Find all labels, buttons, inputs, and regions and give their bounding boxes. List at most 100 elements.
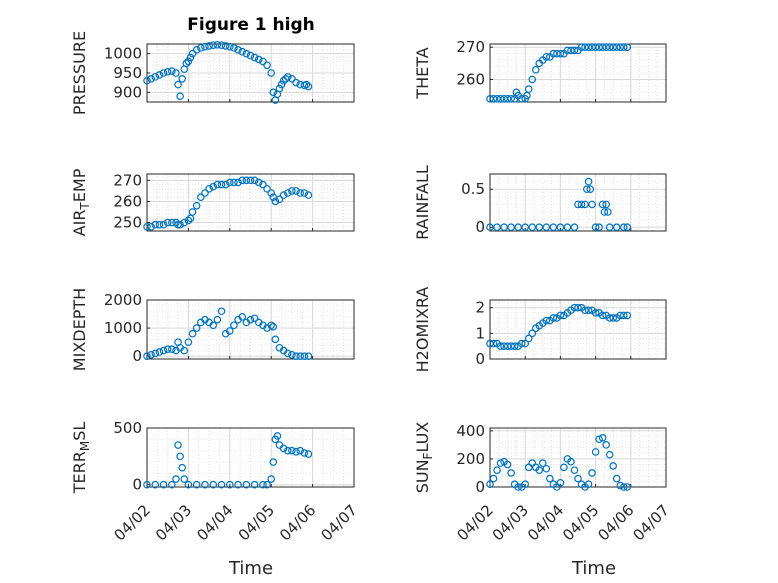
data-point [178, 75, 186, 83]
data-point [570, 303, 579, 312]
data-point [493, 94, 501, 103]
data-point [546, 474, 554, 483]
data-point [147, 222, 155, 231]
data-point [263, 480, 271, 489]
data-point [186, 53, 195, 62]
data-point [296, 189, 304, 197]
data-point [279, 444, 288, 453]
data-point [213, 40, 222, 49]
data-point [151, 73, 160, 81]
axes-box [489, 427, 667, 488]
y-axis-label: SUNFLUX [413, 422, 435, 494]
data-point [279, 76, 288, 85]
y-tick-label: 0.5 [461, 180, 485, 198]
data-point [159, 220, 168, 229]
x-tick-label: 04/03 [489, 501, 532, 544]
x-tick-label: 04/05 [235, 501, 278, 544]
data-point [591, 223, 600, 232]
data-point [172, 69, 180, 77]
x-tick-label: 04/05 [559, 501, 602, 544]
data-point [221, 42, 230, 50]
data-point [288, 75, 296, 83]
data-point [588, 43, 596, 52]
data-point [553, 49, 561, 58]
data-point [584, 306, 593, 315]
y-tick-label: 500 [113, 419, 142, 437]
data-point [271, 197, 280, 206]
data-point [163, 345, 172, 353]
data-point [259, 480, 267, 489]
data-point [292, 78, 300, 87]
data-point [612, 43, 621, 52]
data-point [500, 94, 508, 103]
data-point [246, 315, 255, 324]
y-axis-label: RAINFALL [413, 165, 432, 240]
data-point [292, 352, 300, 360]
data-point [180, 218, 189, 227]
data-point [496, 459, 505, 467]
data-point [250, 314, 259, 323]
data-point [217, 41, 226, 49]
data-point [201, 189, 209, 197]
data-point [259, 57, 267, 66]
data-point [246, 51, 255, 60]
data-point [209, 182, 218, 191]
data-point [234, 480, 242, 489]
data-point [275, 195, 284, 204]
data-point [213, 315, 222, 324]
data-point [577, 43, 586, 52]
data-point [147, 75, 155, 83]
data-point [542, 53, 551, 61]
data-point [563, 46, 572, 55]
data-point [595, 435, 603, 444]
data-point [549, 223, 558, 232]
data-point [143, 352, 151, 360]
y-tick-label: 2 [475, 299, 485, 317]
data-point [595, 43, 603, 52]
data-point [496, 342, 505, 350]
x-tick-label: 04/06 [276, 501, 319, 544]
data-point [619, 311, 628, 320]
data-point [591, 309, 600, 317]
data-point [524, 334, 533, 343]
data-point [271, 335, 280, 344]
data-point [542, 464, 551, 473]
data-point [283, 189, 292, 197]
data-point [180, 346, 189, 355]
data-point [542, 316, 551, 325]
data-point [503, 94, 512, 103]
data-point [528, 329, 537, 338]
x-axis-label-right: Time [571, 558, 616, 579]
data-point [250, 480, 259, 489]
data-point [250, 176, 259, 185]
data-point [213, 180, 222, 189]
y-axis-label: TERRMSL [70, 422, 92, 495]
data-point [595, 223, 603, 232]
data-point [507, 94, 515, 103]
panel-h2omixra: 0 1 2 H2OMIXRA [413, 287, 667, 372]
data-point [489, 474, 498, 483]
panel-mixdepth: 0 1000 2000 MIXDEPTH [70, 288, 355, 371]
data-point [577, 200, 586, 209]
y-tick-label: 260 [456, 70, 485, 88]
x-tick-label: 04/04 [524, 501, 567, 544]
data-point [242, 49, 251, 58]
data-point [521, 223, 530, 232]
data-point [180, 475, 189, 483]
axes-box [146, 299, 355, 360]
data-point [507, 223, 515, 232]
data-point [623, 311, 632, 320]
data-point [500, 342, 508, 350]
data-point [283, 349, 292, 358]
data-point [242, 480, 251, 489]
data-point [528, 75, 537, 84]
data-point [269, 322, 278, 331]
data-point [605, 43, 614, 52]
data-point [184, 338, 193, 346]
y-axis-label: THETA [413, 47, 432, 99]
data-point [267, 321, 276, 330]
data-point [242, 176, 251, 185]
data-point [570, 466, 579, 474]
